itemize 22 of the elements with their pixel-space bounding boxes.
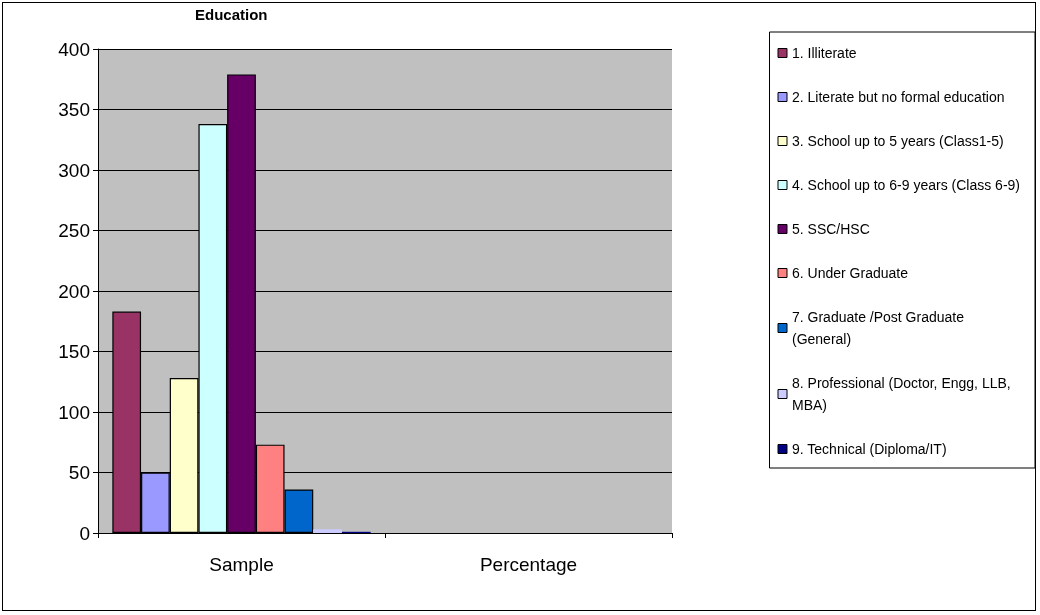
y-tick-label: 200 bbox=[58, 280, 90, 302]
legend-label: 1. Illiterate bbox=[792, 45, 857, 61]
y-tick-label: 100 bbox=[58, 401, 90, 423]
legend-label: 6. Under Graduate bbox=[792, 265, 909, 281]
y-tick-label: 0 bbox=[79, 522, 90, 544]
x-tick-label: Sample bbox=[209, 554, 274, 575]
legend-label: 5. SSC/HSC bbox=[792, 221, 870, 237]
x-tick-label: Percentage bbox=[479, 554, 578, 575]
y-tick-label: 150 bbox=[58, 341, 90, 362]
legend-label: 4. School up to 6-9 years (Class 6-9) bbox=[792, 177, 1020, 193]
y-tick-label: 250 bbox=[58, 220, 90, 241]
legend-label: 8. Professional (Doctor, Engg, LLB,MBA) bbox=[792, 375, 1011, 413]
y-tick-label: 350 bbox=[58, 99, 90, 120]
y-tick-label: 300 bbox=[58, 159, 90, 181]
bar bbox=[313, 529, 342, 533]
legend-label: 7. Graduate /Post Graduate (General) bbox=[792, 309, 968, 347]
y-tick-label: 50 bbox=[68, 462, 90, 483]
y-tick-label: 400 bbox=[58, 38, 90, 60]
legend-label: 3. School up to 5 years (Class1-5) bbox=[792, 133, 1004, 149]
chart-title: Education bbox=[195, 6, 268, 23]
legend-label: 9. Technical (Diploma/IT) bbox=[792, 441, 947, 457]
legend-label: 2. Literate but no formal education bbox=[792, 89, 1005, 105]
